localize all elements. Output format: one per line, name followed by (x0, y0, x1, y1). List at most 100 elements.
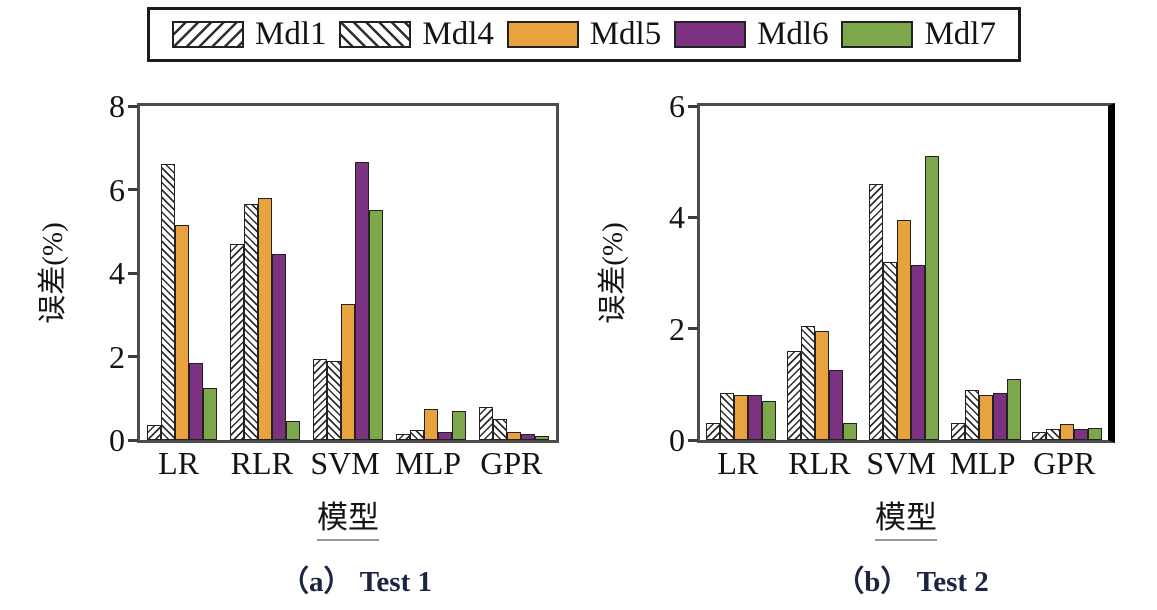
bar-mdl6-mlp (992, 392, 1007, 440)
x-tick-label-rlr: RLR (230, 445, 293, 481)
bar-mdl1-mlp (396, 433, 411, 440)
plot-area-test2: 0 2 4 6 (669, 90, 1115, 456)
bar-mdl1-rlr (229, 243, 244, 440)
y-tick-label-4: 4 (669, 199, 685, 236)
legend-swatch-mdl4 (339, 21, 412, 48)
x-tick-label-mlp: MLP (395, 445, 462, 481)
bar-mdl5-lr (174, 225, 189, 440)
bar-mdl1-svm (869, 183, 883, 440)
bar-mdl4-mlp (964, 389, 979, 440)
bar-mdl6-rlr (271, 254, 286, 440)
legend-item-mdl6: Mdl6 (674, 18, 829, 51)
y-tick-label-2: 2 (109, 338, 125, 375)
bar-mdl4-rlr (243, 204, 258, 440)
legend-label-mdl4: Mdl4 (422, 16, 494, 52)
x-tick-label-svm: SVM (310, 445, 380, 481)
bar-mdl6-mlp (438, 431, 453, 440)
bar-mdl4-gpr (1046, 428, 1061, 440)
legend-swatch-mdl6 (674, 21, 747, 48)
legend-label-mdl6: Mdl6 (757, 16, 829, 52)
bar-mdl1-lr (146, 425, 161, 440)
bar-mdl5-svm (897, 220, 911, 440)
bar-mdl4-svm (327, 360, 341, 440)
legend-item-mdl1: Mdl1 (172, 18, 327, 51)
bar-mdl6-gpr (521, 433, 536, 440)
legend-item-mdl4: Mdl4 (339, 18, 494, 51)
bar-mdl4-lr (160, 164, 175, 440)
y-tick-4 (688, 215, 698, 219)
caption-test2: （b） Test 2 (835, 566, 989, 598)
bar-mdl4-gpr (493, 419, 508, 440)
bar-mdl7-rlr (285, 421, 300, 440)
x-tick-label-rlr: RLR (788, 445, 851, 481)
y-tick-0 (128, 438, 138, 442)
bar-mdl5-lr (733, 395, 748, 440)
legend-label-mdl5: Mdl5 (589, 16, 662, 52)
legend-item-mdl5: Mdl5 (506, 16, 662, 52)
bar-mdl5-rlr (257, 197, 272, 440)
legend-item-mdl7: Mdl7 (841, 18, 996, 51)
bar-mdl1-svm (313, 358, 327, 440)
bar-mdl4-mlp (410, 429, 425, 440)
legend-label-mdl1: Mdl1 (255, 16, 327, 52)
bar-mdl5-svm (341, 304, 355, 440)
bar-mdl6-svm (911, 264, 925, 440)
y-tick-0 (688, 438, 698, 442)
bar-mdl1-gpr (479, 406, 494, 440)
x-tick-label-gpr: GPR (480, 445, 543, 481)
y-tick-label-0: 0 (109, 422, 125, 458)
x-tick-label-svm: SVM (866, 445, 936, 481)
bar-mdl7-lr (761, 401, 776, 440)
bar-mdl4-svm (883, 261, 897, 440)
x-axis-ticks-test2: LR RLR SVM MLP GPR (697, 447, 1115, 485)
bar-mdl7-svm (925, 156, 939, 440)
bar-mdl1-mlp (950, 423, 965, 440)
bar-mdl1-rlr (787, 350, 802, 440)
bar-mdl6-svm (355, 162, 369, 440)
bar-mdl4-rlr (801, 325, 816, 440)
y-tick-8 (128, 104, 138, 108)
legend-label-mdl7: Mdl7 (924, 16, 996, 52)
y-tick-label-6: 6 (109, 171, 125, 208)
bar-mdl6-rlr (829, 370, 844, 440)
bar-mdl6-gpr (1074, 428, 1089, 440)
y-tick-6 (688, 104, 698, 108)
x-tick-label-lr: LR (158, 445, 200, 481)
bar-mdl5-mlp (978, 395, 993, 440)
legend-swatch-mdl5 (506, 21, 579, 48)
x-tick-label-lr: LR (717, 445, 759, 481)
bar-mdl7-mlp (452, 410, 467, 440)
x-axis-label-test1: 模型 (317, 492, 379, 541)
bar-mdl6-lr (747, 395, 762, 440)
bar-mdl7-gpr (535, 435, 550, 440)
bar-mdl7-gpr (1088, 427, 1103, 440)
x-axis-label-test2: 模型 (875, 492, 937, 541)
bar-mdl7-lr (202, 387, 217, 440)
bar-mdl6-lr (188, 362, 203, 440)
legend: Mdl1 Mdl4 Mdl5 Mdl6 Mdl7 (147, 7, 1021, 62)
x-tick-label-mlp: MLP (949, 445, 1016, 481)
x-axis-ticks-test1: LR RLR SVM MLP GPR (137, 447, 559, 485)
y-tick-label-8: 8 (109, 88, 125, 124)
y-tick-2 (688, 327, 698, 331)
bar-mdl5-mlp (424, 408, 439, 440)
bar-mdl1-gpr (1032, 431, 1047, 440)
legend-swatch-mdl1 (172, 21, 244, 48)
bar-mdl5-gpr (1060, 424, 1075, 440)
bar-mdl1-lr (705, 423, 720, 440)
bar-mdl4-lr (719, 392, 734, 440)
bar-mdl5-rlr (815, 331, 830, 440)
bar-mdl5-gpr (507, 431, 522, 440)
y-tick-label-6: 6 (669, 88, 685, 124)
y-tick-6 (128, 188, 138, 191)
y-axis-label-test1: 误差(%) (37, 222, 69, 324)
plot-area-test1: 0 2 4 6 8 (109, 90, 559, 456)
bar-mdl7-mlp (1006, 378, 1021, 440)
x-tick-label-gpr: GPR (1033, 445, 1096, 481)
y-tick-4 (128, 271, 138, 275)
bar-mdl7-rlr (843, 423, 858, 440)
y-tick-2 (128, 355, 138, 358)
legend-swatch-mdl7 (841, 21, 914, 48)
y-axis-label-test2: 误差(%) (597, 222, 629, 324)
